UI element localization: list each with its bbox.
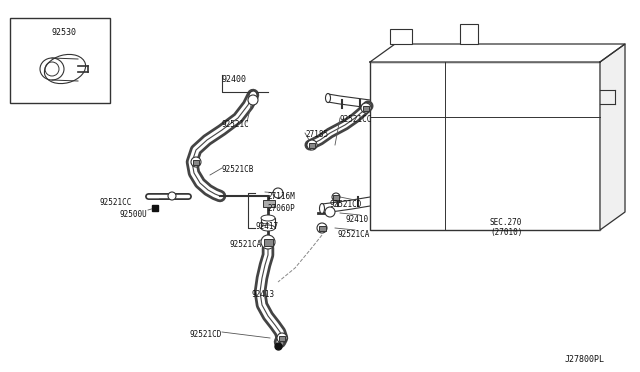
Circle shape <box>168 192 176 200</box>
Circle shape <box>361 103 371 113</box>
Circle shape <box>191 157 201 167</box>
Bar <box>263 200 275 207</box>
Text: 27060P: 27060P <box>267 204 295 213</box>
Text: 92410: 92410 <box>345 215 368 224</box>
Ellipse shape <box>249 91 257 101</box>
Text: 92521CB: 92521CB <box>222 165 254 174</box>
Text: 92521CC: 92521CC <box>340 115 372 124</box>
Text: 92413: 92413 <box>252 290 275 299</box>
Text: 92521C: 92521C <box>222 120 250 129</box>
Ellipse shape <box>326 93 330 103</box>
Bar <box>390 29 412 44</box>
Text: 92521CA: 92521CA <box>230 240 262 249</box>
Circle shape <box>307 140 317 150</box>
Bar <box>10 18 110 103</box>
Polygon shape <box>370 44 625 62</box>
Circle shape <box>317 223 327 233</box>
Text: 92521CA: 92521CA <box>338 230 371 239</box>
Text: 92521CC: 92521CC <box>100 198 132 207</box>
Text: J27800PL: J27800PL <box>565 355 605 364</box>
Circle shape <box>332 193 340 201</box>
Circle shape <box>325 207 335 217</box>
Bar <box>370 62 600 230</box>
Bar <box>363 106 369 110</box>
Bar <box>333 195 339 199</box>
Ellipse shape <box>261 215 275 221</box>
Bar <box>264 238 273 246</box>
Text: 27185: 27185 <box>305 130 328 139</box>
Circle shape <box>248 95 258 105</box>
Text: 92417: 92417 <box>255 222 278 231</box>
Text: 92530: 92530 <box>52 28 77 37</box>
Bar <box>279 336 285 340</box>
Bar <box>319 225 326 231</box>
Bar <box>261 218 275 228</box>
Text: (27010): (27010) <box>490 228 522 237</box>
Bar <box>460 24 478 44</box>
Text: 92400: 92400 <box>222 75 247 84</box>
Text: 92521CD: 92521CD <box>190 330 222 339</box>
Circle shape <box>273 188 283 198</box>
Ellipse shape <box>319 203 324 214</box>
Circle shape <box>277 333 287 343</box>
Text: 92521CD: 92521CD <box>330 200 362 209</box>
Text: 27116M: 27116M <box>267 192 295 201</box>
Circle shape <box>261 235 275 249</box>
Bar <box>193 160 199 164</box>
Text: SEC.270: SEC.270 <box>490 218 522 227</box>
Polygon shape <box>600 44 625 230</box>
Text: 92500U: 92500U <box>120 210 148 219</box>
Ellipse shape <box>261 225 275 231</box>
Bar <box>309 142 315 148</box>
